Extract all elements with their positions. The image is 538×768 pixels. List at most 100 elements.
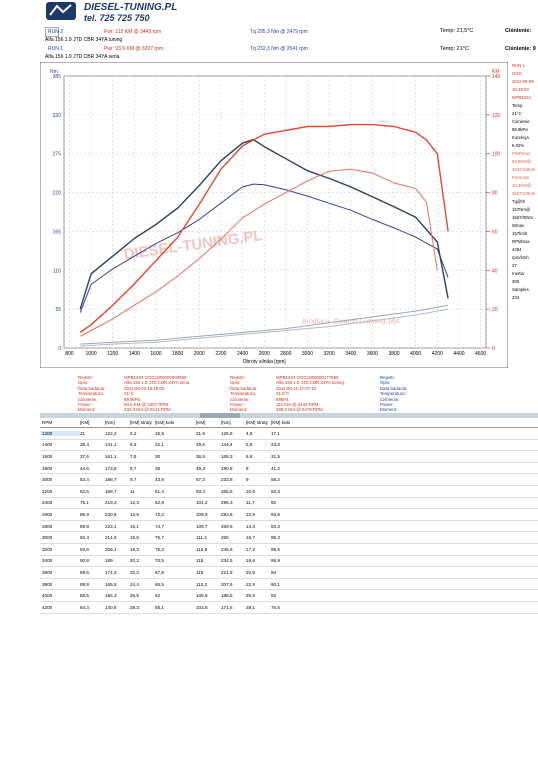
table-cell: 21 [80,430,86,436]
run1-car: Alfa 156 1.9 JTD CBR 34YA seria [45,54,120,60]
table-row[interactable]: 3600 89,6 174,3 22,2 67,8 115 221,8 20,9 94 [40,567,538,579]
table-row[interactable]: 3200 93,6 205,1 18,3 75,3 112,8 245,6 17,2 95,5 [40,544,538,556]
sidebar-item: 21°C [512,111,522,116]
sidebar-item: RUN 1 [512,63,525,68]
info-panel-empty: Rejestr: Opis: Data badania: Temperatura: Ci… [380,375,530,413]
sidebar-item: Samples [512,287,529,292]
info-panel-run1: Rejestr: MPB1234 GGG1000000000959 Opis: Alf… [78,375,228,413]
run1-name: RUN 1 [48,46,64,52]
table-cell: 22,9 [246,581,255,587]
x-tick-label: 1600 [150,351,161,357]
table-cell: 5,2 [130,430,137,436]
scrollbar-thumb[interactable] [200,413,240,418]
phone-number: tel. 725 725 750 [84,13,150,23]
y-right-tick-label: 0 [492,346,495,352]
table-row[interactable]: 2400 75,1 219,2 12,3 62,8 104,2 296,3 11,7 92 [40,498,538,510]
info-label: Rejestr: [380,375,396,380]
info-value: 295,3 Nm @ 2479 RPM [276,407,323,413]
table-row[interactable]: 4200 84,4 140,8 29,3 55,1 103,8 171,6 28,1 75,5 [40,602,538,614]
table-cell: 94,3 [271,523,280,529]
table-cell: 3800 [42,581,53,587]
table-row[interactable]: 3000 92,4 214,9 16,6 75,7 111,4 255 15,7 95,3 [40,532,538,544]
table-cell: 3400 [42,558,53,564]
y-left-tick-label: 110 [53,268,61,274]
run2-car: Alfa 156 1.9 JTD CBR 34YA tuning [45,37,123,43]
table-cell: 9 [246,477,249,483]
table-cell: 6,8 [246,453,253,459]
y-right-axis-label: KM [492,69,500,75]
sidebar-item: 4284 [512,247,522,252]
table-header-cell: [KM] koło [155,420,175,425]
info-label: Ciśnienie: [230,396,250,402]
table-row[interactable]: 2800 89,9 223,1 15,1 74,7 109,7 269,6 14,3 94,3 [40,521,538,533]
table-cell: 51,4 [155,488,164,494]
table-header-cell: [KM] [80,420,90,425]
table-cell: 234,5 [221,558,233,564]
table-cell: 26,9 [130,593,139,599]
table-cell: 214,9 [105,535,117,541]
table-cell: 8,7 [130,465,137,471]
table-cell: 113,2 [196,581,208,587]
table-cell: 269,6 [221,523,233,529]
brand-name: DIESEL-TUNING.PL [84,2,178,13]
table-cell: 95,9 [271,558,280,564]
sidebar-item: 18.4KM@ [512,183,532,188]
info-value: Alfa 156 1.9 JTD CBR 34YA seria [124,380,190,386]
info-value: 115 KM @ 3443 RPM [276,401,319,407]
table-row[interactable]: 2200 62,5 198,7 11 51,4 83,3 265,5 10,5 62,3 [40,486,538,498]
table-cell: 16,6 [130,535,139,541]
x-tick-label: 2800 [280,351,291,357]
table-cell: 15,7 [246,535,255,541]
table-cell: 89,6 [80,569,89,575]
table-cell: 1200 [40,430,80,436]
run1-torque: Tq 232,3 Nm @ 2541 rpm [250,46,308,52]
table-cell: 3600 [42,569,53,575]
table-cell: 43,6 [155,477,164,483]
table-row[interactable]: 1600 37,6 161,1 7,5 30 36,5 165,3 6,8 31,5 [40,451,538,463]
info-label: Moment: [230,407,248,413]
table-row[interactable]: 3800 89,8 165,8 24,4 65,5 113,2 207,6 22,9 90,1 [40,579,538,591]
sidebar-item: PWRmax [512,151,531,156]
sidebar-item: 157Nm@ [512,207,531,212]
table-cell: 221,8 [221,569,233,575]
table-cell: 205,1 [105,546,117,552]
table-row[interactable]: 1200 21 122,2 5,2 15,9 21,9 125,5 4,8 17,1 [40,428,538,440]
table-row[interactable]: 2000 53,4 188,7 9,7 43,6 67,3 233,8 9 58,2 [40,474,538,486]
sidebar-item: 3207/1/Bnm [512,167,536,172]
table-cell: 89,8 [80,581,89,587]
table-cell: 230,6 [105,511,117,517]
table-cell: 36,5 [196,453,205,459]
horizontal-scrollbar[interactable] [40,413,538,418]
y-left-tick-label: 330 [53,113,62,119]
table-cell: 74,7 [155,523,164,529]
table-cell: 292,8 [221,511,233,517]
x-tick-label: 1400 [129,351,140,357]
sidebar-item: 3207/1/Bnm [512,191,536,196]
table-cell: 20,2 [130,558,139,564]
sidebar-item: PortLoss [512,175,529,180]
table-cell: 25,8 [246,593,255,599]
table-row[interactable]: 4000 88,5 155,3 26,9 62 108,8 188,5 25,8 83 [40,590,538,602]
info-label: Power: [78,401,92,407]
x-tick-label: 3600 [367,351,378,357]
plot-area [63,75,487,349]
table-cell: 15,9 [155,430,164,436]
table-row[interactable]: 1800 44,6 173,6 8,7 36 49,3 190,8 8 41,2 [40,463,538,475]
y-left-tick-label: 165 [53,229,62,235]
table-cell: 173,6 [105,465,117,471]
table-row[interactable]: 1400 28,4 141,1 6,3 22,1 29,6 144,4 5,8 23,8 [40,440,538,452]
table-cell: 18,3 [130,546,139,552]
table-row[interactable]: 3400 90,8 189 20,2 70,5 115 234,5 18,6 95,9 [40,556,538,568]
table-cell: 4000 [42,593,53,599]
info-value: 99kPa [276,396,289,402]
table-cell: 4200 [42,604,53,610]
table-cell: 11 [130,488,135,494]
y-left-tick-label: 275 [53,152,62,158]
table-cell: 14,3 [246,523,255,529]
y-left-tick-label: 55 [55,307,61,313]
table-cell: 188,5 [221,593,233,599]
table-cell: 31,5 [271,453,280,459]
info-label: Rejestr: [78,375,94,380]
table-header-cell: [KM] koło [271,420,291,425]
table-row[interactable]: 2600 86,9 230,6 13,8 72,2 109,9 292,8 12,9 93,6 [40,509,538,521]
